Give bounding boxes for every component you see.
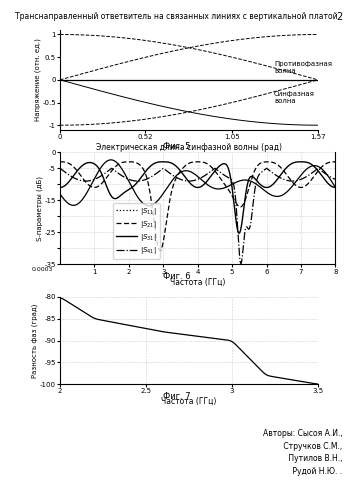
Text: Противофазная
волна: Противофазная волна [274,61,332,74]
X-axis label: Частота (ГГц): Частота (ГГц) [161,397,216,406]
Text: 2: 2 [336,12,342,22]
Text: Фиг. 6: Фиг. 6 [163,272,190,281]
Y-axis label: S-параметры (дБ): S-параметры (дБ) [37,176,43,241]
Legend: $|S_{11}|$, $|S_{21}|$, $|S_{31}|$, $|S_{41}|$: $|S_{11}|$, $|S_{21}|$, $|S_{31}|$, $|S_… [113,203,160,259]
Text: 0.0003: 0.0003 [32,267,54,272]
Y-axis label: Напряжение (отн. ед.): Напряжение (отн. ед.) [34,38,41,121]
X-axis label: Электрическая длина синфазной волны (рад): Электрическая длина синфазной волны (рад… [96,143,282,152]
Text: Авторы: Сысоя А.И.,
         Стручков С.М.,
         Путилов В.Н.,
         Рудо: Авторы: Сысоя А.И., Стручков С.М., Путил… [262,429,342,476]
Text: Фиг. 5: Фиг. 5 [163,142,190,151]
Text: Транснаправленный ответвитель на связанных линиях с вертикальной платой: Транснаправленный ответвитель на связанн… [15,12,338,21]
Text: Синфазная
волна: Синфазная волна [274,91,315,104]
Y-axis label: Разность фаз (град): Разность фаз (град) [32,303,38,378]
X-axis label: Частота (ГГц): Частота (ГГц) [170,277,225,286]
Text: Фиг. 7: Фиг. 7 [163,392,190,401]
